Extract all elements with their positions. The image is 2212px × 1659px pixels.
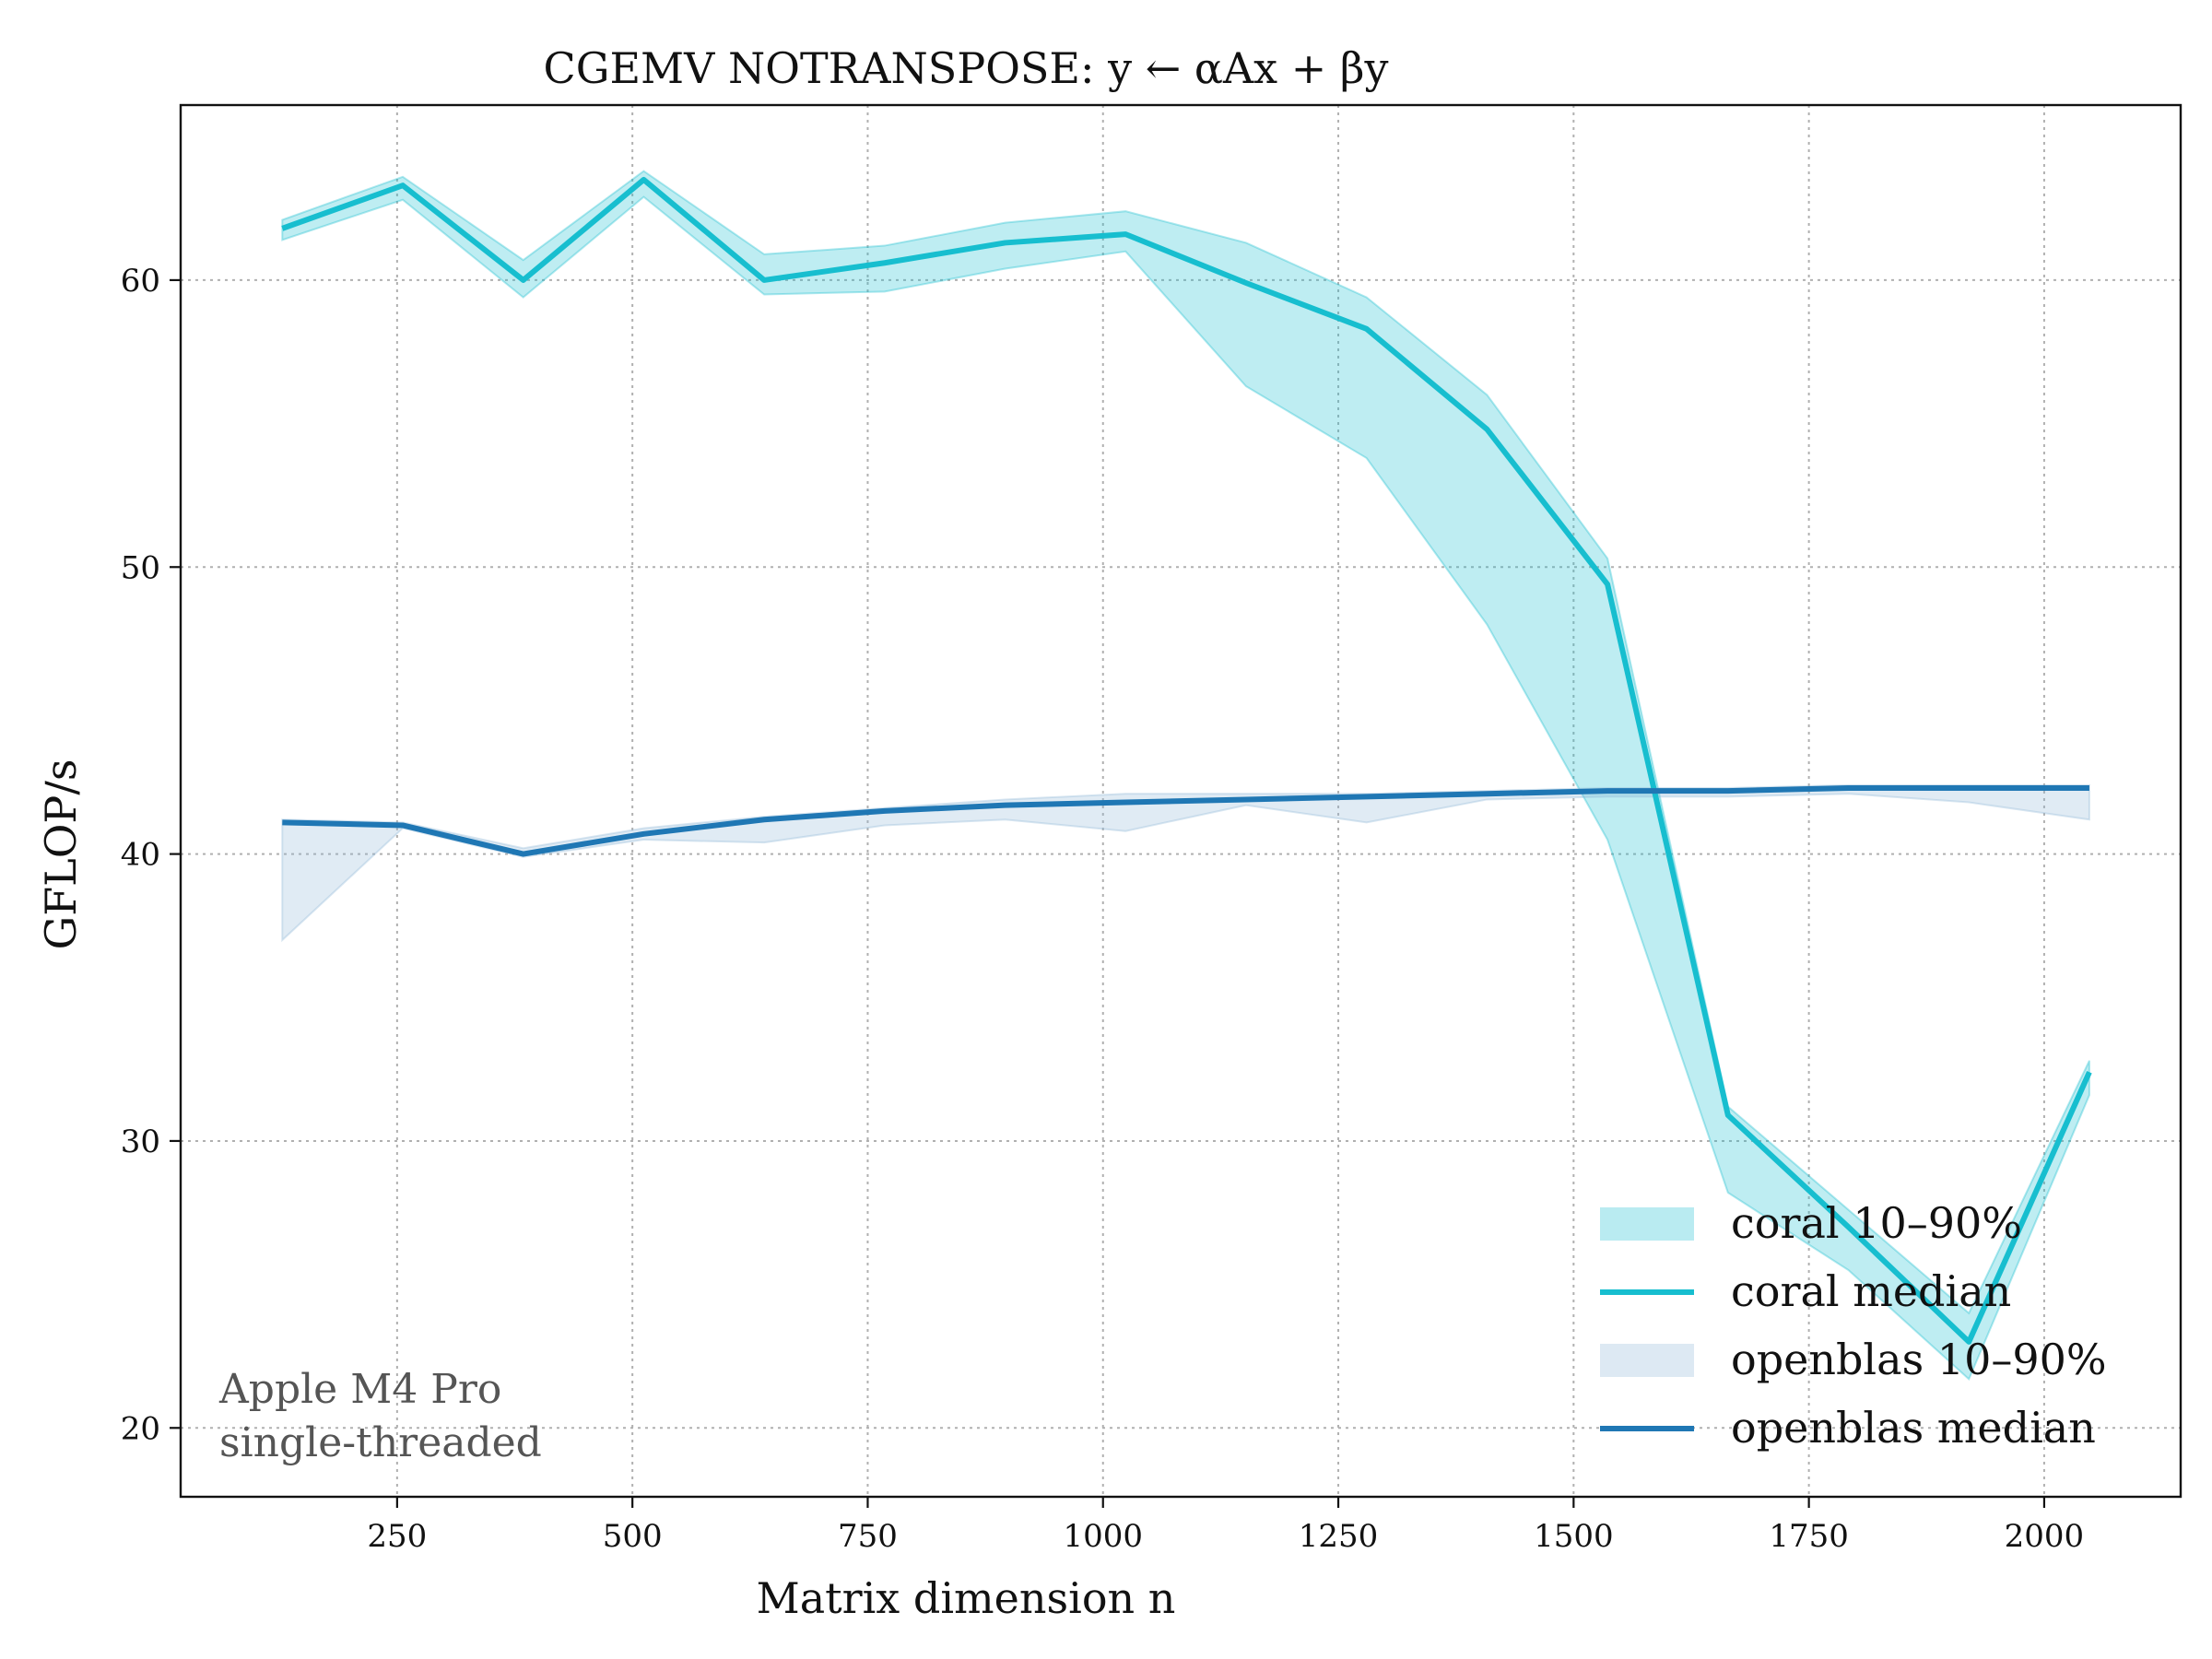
x-tick-label: 1500 <box>1534 1518 1614 1555</box>
legend-label-coral-median: coral median <box>1731 1266 2011 1316</box>
y-tick-label: 30 <box>121 1124 160 1160</box>
annotation-line-1: Apple M4 Pro <box>218 1366 501 1413</box>
x-tick-label: 1250 <box>1299 1518 1379 1555</box>
median-lines <box>281 176 2092 1345</box>
x-tick-label: 1000 <box>1063 1518 1143 1555</box>
plot-frame <box>179 103 2183 1499</box>
y-axis-ticks: 20 30 40 50 60 <box>121 263 181 1447</box>
chart-title: CGEMV NOTRANSPOSE: y ← αAx + βy <box>544 43 1389 93</box>
coral-10-90-band <box>281 170 2090 1382</box>
y-tick-label: 40 <box>121 837 160 874</box>
x-tick-label: 250 <box>367 1518 427 1555</box>
y-axis-label: GFLOP/s <box>36 759 86 950</box>
x-tick-label: 750 <box>838 1518 898 1555</box>
legend-label-openblas-10-90: openblas 10–90% <box>1731 1335 2107 1384</box>
x-tick-label: 1750 <box>1769 1518 1849 1555</box>
y-tick-label: 60 <box>121 263 160 300</box>
legend: coral 10–90% coral median openblas 10–90% o… <box>1600 1198 2107 1453</box>
openblas-median-line <box>282 784 2089 857</box>
legend-label-openblas-median: openblas median <box>1731 1403 2096 1453</box>
y-tick-label: 50 <box>121 549 160 586</box>
x-axis-ticks: 250 500 750 1000 1250 1500 1750 2000 <box>367 1497 2084 1555</box>
legend-swatch-openblas-10-90 <box>1600 1344 1694 1377</box>
x-tick-label: 2000 <box>2005 1518 2085 1555</box>
x-axis-label: Matrix dimension n <box>757 1573 1176 1623</box>
legend-label-coral-10-90: coral 10–90% <box>1731 1198 2022 1248</box>
coral-median-line <box>281 176 2092 1345</box>
x-tick-label: 500 <box>603 1518 663 1555</box>
y-tick-label: 20 <box>121 1410 160 1447</box>
annotation-line-2: single-threaded <box>219 1419 542 1466</box>
legend-swatch-coral-10-90 <box>1600 1207 1694 1241</box>
